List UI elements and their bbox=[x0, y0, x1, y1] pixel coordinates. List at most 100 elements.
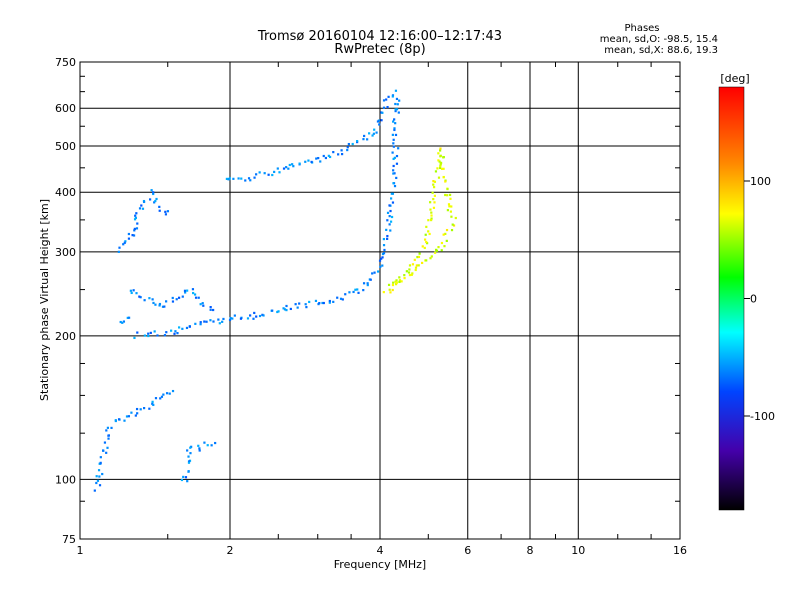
data-point bbox=[152, 191, 155, 194]
data-point bbox=[390, 215, 394, 219]
data-point bbox=[440, 241, 444, 245]
data-point bbox=[246, 317, 250, 320]
colorbar-label: [deg] bbox=[720, 72, 749, 85]
data-point bbox=[382, 244, 386, 247]
data-point bbox=[294, 303, 297, 306]
data-point bbox=[249, 179, 252, 182]
data-point bbox=[134, 414, 137, 417]
x-tick-label: 6 bbox=[464, 544, 471, 557]
data-point bbox=[166, 210, 170, 213]
data-point bbox=[171, 300, 175, 303]
data-point bbox=[210, 444, 213, 447]
y-tick-label: 100 bbox=[55, 473, 76, 486]
data-point bbox=[395, 154, 399, 158]
data-point bbox=[396, 103, 399, 106]
data-point bbox=[123, 419, 126, 422]
y-tick-label: 200 bbox=[55, 330, 76, 343]
data-point bbox=[214, 441, 217, 445]
data-point bbox=[391, 288, 394, 292]
data-point bbox=[175, 298, 178, 301]
data-point bbox=[430, 217, 433, 220]
x-tick-label: 16 bbox=[673, 544, 687, 557]
data-point bbox=[442, 233, 445, 236]
data-point bbox=[398, 280, 401, 283]
data-point bbox=[429, 257, 432, 260]
data-point bbox=[148, 297, 151, 300]
data-point bbox=[379, 265, 382, 268]
data-point bbox=[194, 322, 197, 325]
data-point bbox=[392, 172, 395, 175]
data-point bbox=[351, 142, 354, 146]
data-point bbox=[393, 172, 396, 175]
data-point bbox=[197, 444, 200, 447]
data-point bbox=[221, 320, 224, 323]
data-point bbox=[304, 303, 307, 306]
data-point bbox=[400, 280, 403, 283]
data-point bbox=[308, 300, 311, 304]
data-point bbox=[184, 476, 188, 479]
data-point bbox=[206, 444, 209, 447]
data-point bbox=[439, 166, 442, 170]
data-point bbox=[373, 128, 376, 131]
data-point bbox=[375, 131, 378, 134]
data-point bbox=[132, 234, 136, 237]
data-point bbox=[394, 102, 397, 106]
data-point bbox=[439, 165, 442, 168]
data-point bbox=[407, 271, 411, 274]
data-point bbox=[405, 270, 408, 273]
data-point bbox=[298, 302, 301, 305]
data-point bbox=[314, 299, 318, 303]
data-point bbox=[388, 223, 391, 226]
data-point bbox=[318, 302, 321, 305]
data-point bbox=[125, 415, 129, 418]
data-point bbox=[139, 408, 142, 411]
data-point bbox=[212, 320, 215, 323]
data-point bbox=[397, 147, 400, 150]
data-point bbox=[327, 154, 330, 157]
data-point bbox=[366, 283, 369, 287]
data-point bbox=[392, 169, 395, 172]
data-point bbox=[408, 264, 412, 267]
data-point bbox=[186, 289, 189, 292]
data-point bbox=[439, 149, 442, 152]
data-point bbox=[446, 194, 449, 197]
data-point bbox=[187, 470, 190, 473]
data-point bbox=[385, 228, 388, 231]
data-point bbox=[127, 237, 131, 240]
data-point bbox=[337, 153, 340, 156]
grid-layer bbox=[80, 62, 680, 539]
data-point bbox=[107, 437, 110, 440]
data-point bbox=[432, 206, 436, 209]
data-point bbox=[445, 228, 449, 232]
data-point bbox=[386, 211, 390, 214]
data-point bbox=[425, 259, 428, 262]
data-point bbox=[130, 291, 133, 295]
data-point bbox=[433, 194, 436, 197]
data-point bbox=[386, 105, 389, 109]
data-point bbox=[176, 332, 179, 335]
data-point bbox=[371, 134, 374, 137]
data-point bbox=[310, 160, 313, 164]
data-point bbox=[163, 334, 167, 337]
data-point bbox=[149, 331, 152, 334]
data-point bbox=[105, 429, 108, 432]
data-point bbox=[444, 180, 447, 183]
data-point bbox=[139, 296, 142, 299]
x-tick-label: 1 bbox=[77, 544, 84, 557]
data-point bbox=[403, 274, 406, 277]
data-point bbox=[417, 264, 420, 267]
data-point bbox=[273, 170, 276, 174]
data-point bbox=[291, 163, 294, 166]
data-point bbox=[180, 478, 184, 482]
y-axis-ticks: 75 100 200 300 400 500 600 750 bbox=[55, 56, 76, 546]
data-point bbox=[328, 299, 331, 303]
data-point bbox=[197, 296, 200, 299]
data-point bbox=[130, 411, 133, 414]
data-point bbox=[187, 455, 190, 458]
stats-heading: Phases bbox=[624, 23, 659, 34]
data-point bbox=[393, 156, 396, 159]
colorbar-tick-label: 100 bbox=[750, 175, 771, 188]
data-point bbox=[393, 128, 396, 132]
data-point bbox=[187, 460, 191, 463]
